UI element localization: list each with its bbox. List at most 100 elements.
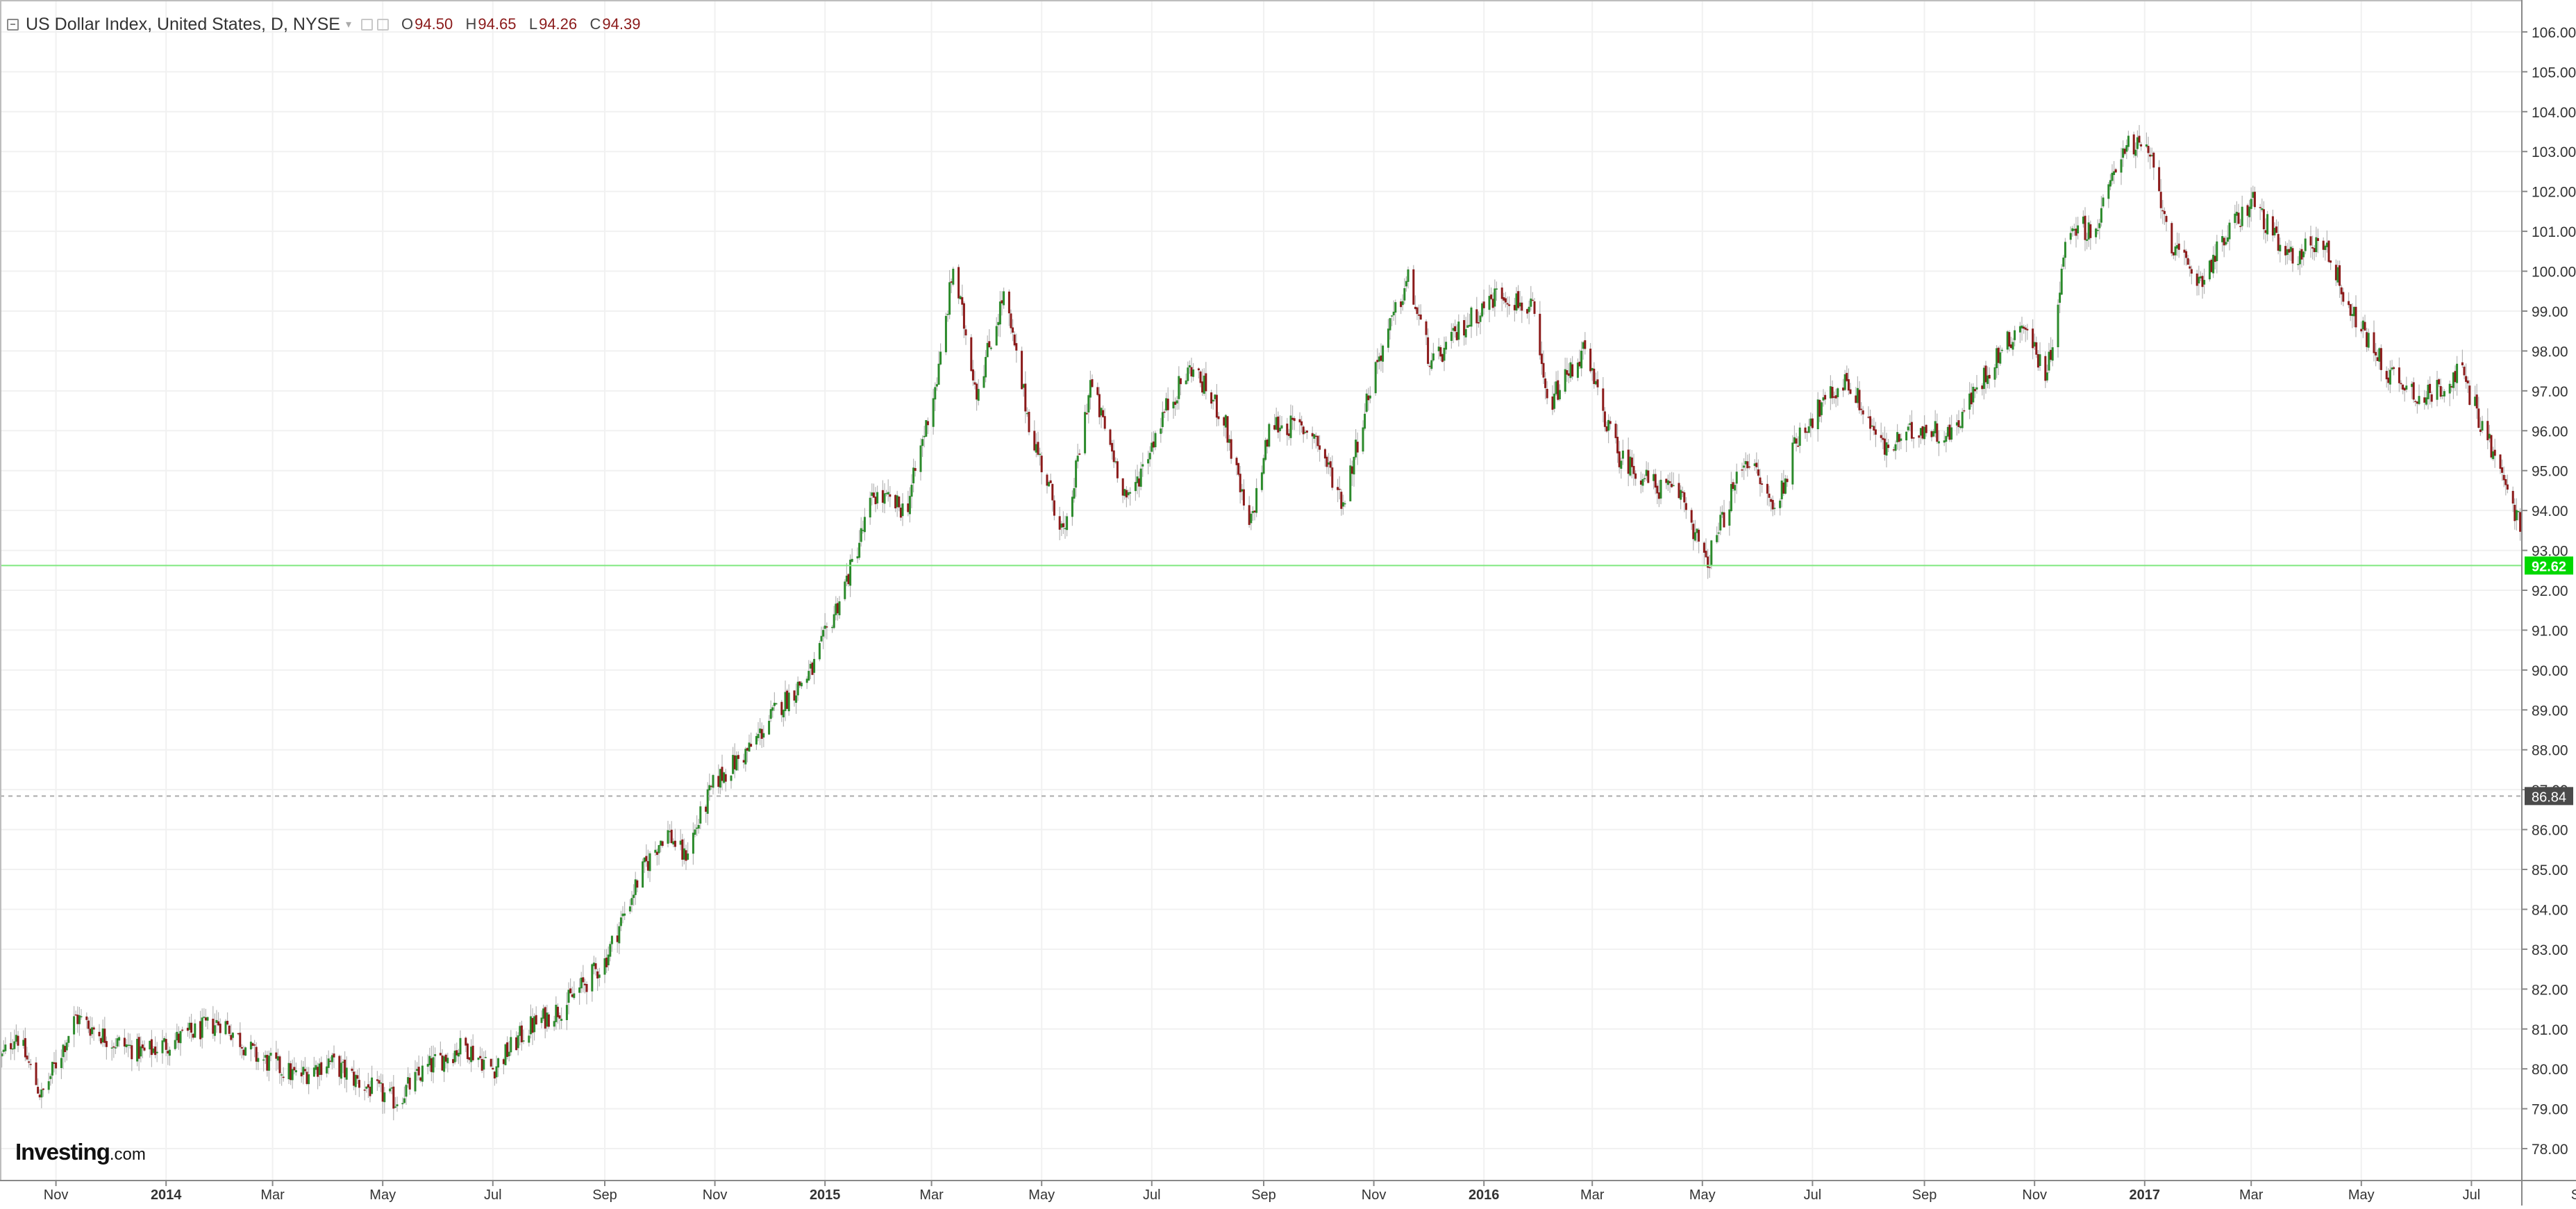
candle-body	[2163, 210, 2166, 215]
candle-body	[1304, 431, 1307, 433]
chevron-down-icon[interactable]: ▾	[345, 19, 351, 31]
candle-body	[417, 1067, 420, 1076]
x-tick-label: Sep	[2571, 1187, 2576, 1203]
candle-body	[517, 1035, 519, 1049]
candle-body	[1280, 425, 1283, 428]
candle-body	[1684, 503, 1687, 510]
candle-body	[1905, 431, 1908, 441]
candle-body	[2502, 474, 2505, 481]
candle-body	[131, 1045, 133, 1060]
candle-body	[1793, 437, 1796, 444]
candle-body	[1894, 444, 1897, 451]
candle-body	[2198, 276, 2200, 284]
candle-body	[38, 1094, 41, 1098]
candle-body	[1806, 431, 1809, 433]
candle-body	[997, 322, 1000, 326]
candle-body	[2241, 206, 2243, 226]
candle-body	[253, 1044, 256, 1046]
candle-body	[2039, 354, 2041, 366]
logo-suffix: .com	[109, 1145, 146, 1164]
candle-body	[769, 709, 772, 719]
candle-body	[1007, 291, 1010, 314]
candle-body	[55, 1062, 58, 1069]
candle-body	[239, 1033, 242, 1047]
candle-body	[1121, 478, 1124, 496]
candle-body	[1855, 395, 1857, 403]
candle-body	[2140, 144, 2143, 147]
candle-body	[1999, 352, 2002, 364]
candle-body	[1338, 488, 1341, 490]
candle-body	[1580, 350, 1583, 369]
candle-body	[973, 382, 976, 385]
candle-body	[333, 1053, 335, 1058]
candle-body	[598, 974, 601, 978]
candle-body	[264, 1055, 267, 1058]
candle-body	[1419, 314, 1422, 320]
candle-body	[1148, 453, 1151, 460]
candle-body	[742, 760, 745, 763]
y-tick-label: 91.00	[2532, 623, 2568, 639]
candle-body	[1314, 435, 1317, 437]
candle-body	[1678, 483, 1680, 499]
candle-body	[428, 1056, 431, 1065]
candle-body	[1657, 492, 1660, 499]
candle-body	[1349, 465, 1352, 501]
candle-body	[836, 603, 839, 614]
candle-body	[101, 1028, 104, 1043]
candle-body	[1530, 298, 1532, 307]
candle-body	[405, 1085, 408, 1097]
close-icon[interactable]	[377, 18, 389, 31]
candle-body	[2089, 224, 2092, 238]
settings-icon[interactable]	[361, 18, 373, 31]
candle-body	[771, 707, 774, 711]
candle-body	[1362, 427, 1364, 452]
candle-body	[1834, 395, 1837, 399]
candle-body	[986, 342, 989, 358]
candle-body	[926, 421, 929, 426]
candle-body	[2385, 371, 2388, 380]
y-tick-label: 106.00	[2532, 25, 2576, 41]
candle-body	[1809, 418, 1812, 426]
candle-body	[1071, 497, 1073, 517]
candle-body	[444, 1054, 447, 1062]
candle-body	[2021, 325, 2023, 328]
candle-body	[477, 1058, 480, 1060]
candle-body	[1278, 427, 1281, 431]
candle-body	[520, 1025, 523, 1042]
candle-body	[1869, 416, 1872, 429]
candle-body	[2284, 246, 2287, 256]
candle-body	[1380, 355, 1382, 361]
candle-body	[1620, 460, 1623, 469]
candle-body	[2439, 385, 2442, 397]
candle-body	[1744, 460, 1747, 465]
candle-body	[1910, 422, 1913, 439]
candle-body	[2389, 369, 2391, 385]
candle-body	[2123, 149, 2126, 154]
candle-body	[2468, 385, 2471, 405]
candle-body	[212, 1019, 215, 1034]
candle-body	[1060, 523, 1063, 528]
candle-body	[1515, 293, 1518, 311]
candle-body	[1215, 394, 1218, 418]
x-tick-label: Nov	[2022, 1187, 2047, 1203]
candle-body	[2248, 206, 2251, 217]
candle-body	[340, 1062, 342, 1079]
candle-body	[1896, 432, 1899, 442]
candle-body	[2271, 216, 2274, 236]
candle-body	[2134, 149, 2137, 156]
candle-body	[257, 1058, 260, 1062]
candle-body	[699, 806, 702, 824]
candle-body	[1111, 442, 1114, 452]
candle-body	[2418, 396, 2420, 404]
candle-body	[1533, 301, 1536, 314]
candle-body	[381, 1083, 384, 1102]
chart-legend: US Dollar Index, United States, D, NYSE …	[7, 12, 640, 36]
candle-body	[224, 1021, 227, 1035]
candle-body	[1553, 393, 1556, 409]
candle-body	[10, 1043, 12, 1049]
collapse-icon[interactable]	[7, 18, 19, 31]
candle-body	[2504, 478, 2507, 485]
candle-body	[860, 528, 862, 542]
